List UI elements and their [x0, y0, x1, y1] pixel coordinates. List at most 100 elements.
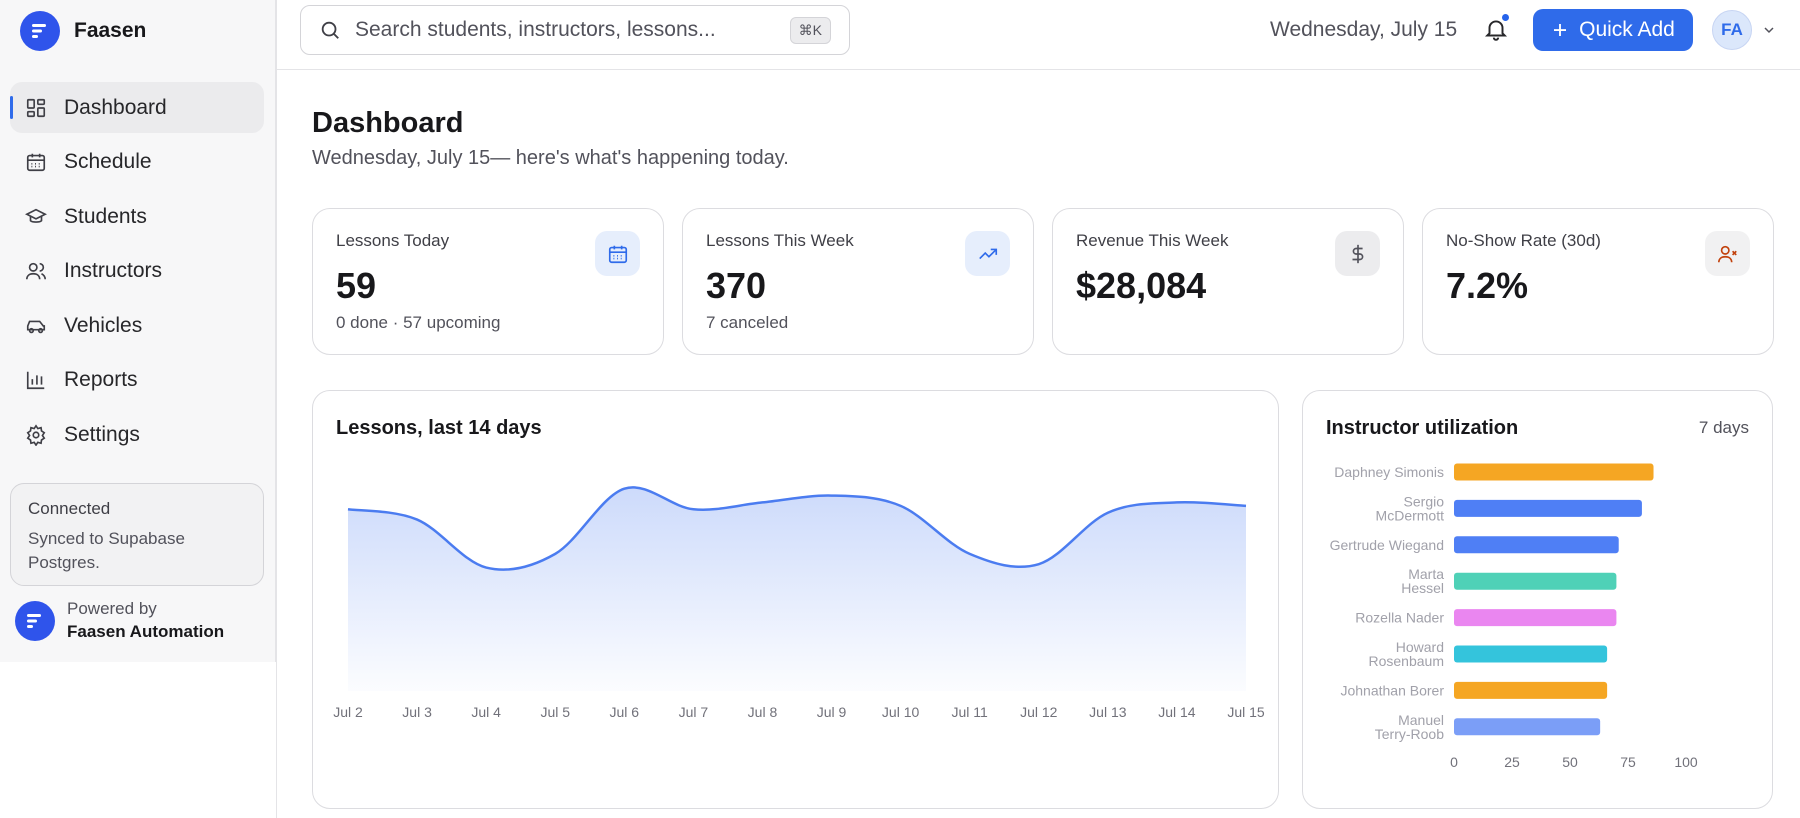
utilization-bar[interactable]	[1454, 463, 1654, 481]
users-icon	[24, 259, 48, 283]
utilization-bar[interactable]	[1454, 609, 1617, 627]
sidebar-item-schedule[interactable]: Schedule	[10, 137, 264, 188]
lessons-data-point[interactable]	[825, 489, 839, 503]
lessons-data-point[interactable]	[341, 502, 355, 516]
x-tick-label: 50	[1562, 754, 1578, 770]
x-tick-label: Jul 13	[1089, 704, 1127, 720]
lessons-data-point[interactable]	[548, 547, 562, 561]
powered-by-label: Powered by	[67, 599, 157, 618]
y-tick-label: Hessel	[1401, 580, 1444, 596]
bell-icon	[1484, 20, 1508, 41]
sidebar: Faasen Dashboard Schedule Students Instr…	[0, 0, 276, 662]
utilization-bar[interactable]	[1454, 645, 1608, 663]
quick-add-label: Quick Add	[1579, 18, 1675, 41]
sidebar-item-dashboard[interactable]: Dashboard	[10, 82, 264, 133]
lessons-data-point[interactable]	[755, 495, 769, 509]
x-tick-label: Jul 12	[1020, 704, 1058, 720]
search-box[interactable]: Search students, instructors, lessons...…	[300, 5, 850, 55]
powered-by[interactable]: Powered by Faasen Automation	[15, 599, 224, 642]
lessons-data-point[interactable]	[1032, 557, 1046, 571]
y-tick-label: Terry-Roob	[1375, 726, 1444, 742]
lessons-data-point[interactable]	[479, 561, 493, 575]
lessons-data-point[interactable]	[894, 499, 908, 513]
lessons-data-point[interactable]	[963, 547, 977, 561]
utilization-bar[interactable]	[1454, 572, 1617, 590]
stat-label: No-Show Rate (30d)	[1446, 231, 1601, 250]
faasen-logo-icon	[15, 600, 55, 641]
utilization-bar[interactable]	[1454, 536, 1619, 554]
x-tick-label: 25	[1504, 754, 1520, 770]
sidebar-item-label: Reports	[64, 368, 138, 391]
sidebar-item-instructors[interactable]: Instructors	[10, 246, 264, 297]
utilization-chart-panel: Instructor utilization 7 days Daphney Si…	[1302, 390, 1773, 809]
dashboard-icon	[24, 96, 48, 120]
car-icon	[24, 314, 48, 338]
lessons-data-point[interactable]	[410, 513, 424, 527]
x-tick-label: Jul 6	[610, 704, 640, 720]
sidebar-item-students[interactable]: Students	[10, 191, 264, 242]
sidebar-item-label: Schedule	[64, 150, 152, 173]
powered-by-company: Faasen Automation	[67, 622, 225, 641]
lessons-chart-panel: Lessons, last 14 days Jul 2 Jul 3 Jul 4 Jul…	[312, 390, 1279, 809]
stat-card-revenue-this-week[interactable]: Revenue This Week $28,084	[1052, 208, 1404, 355]
x-tick-label: Jul 7	[679, 704, 709, 720]
sidebar-item-label: Vehicles	[64, 313, 143, 337]
y-tick-label: Daphney Simonis	[1334, 464, 1444, 480]
x-tick-label: Jul 5	[540, 704, 570, 720]
x-tick-label: Jul 14	[1158, 704, 1196, 720]
x-tick-label: Jul 8	[748, 704, 778, 720]
calendar-icon	[595, 231, 640, 276]
stat-value: 7.2%	[1446, 265, 1529, 306]
stat-value: 59	[336, 265, 377, 306]
stat-card-lessons-this-week[interactable]: Lessons This Week 370 7 canceled	[682, 208, 1034, 355]
plus-icon	[1554, 24, 1567, 36]
lessons-data-point[interactable]	[1101, 506, 1115, 520]
brand-name: Faasen	[74, 19, 147, 42]
avatar[interactable]: FA	[1712, 10, 1752, 50]
x-tick-label: 75	[1620, 754, 1636, 770]
y-tick-label: Howard	[1396, 639, 1444, 655]
utilization-bar[interactable]	[1454, 718, 1601, 736]
sidebar-item-label: Dashboard	[64, 95, 167, 119]
search-input[interactable]: Search students, instructors, lessons...	[355, 18, 716, 41]
x-tick-label: 0	[1450, 754, 1458, 770]
lessons-series-line	[347, 486, 1247, 571]
page-subtitle: Wednesday, July 15— here's what's happen…	[312, 147, 789, 169]
chevron-down-icon[interactable]	[1761, 22, 1777, 38]
y-tick-label: Marta	[1408, 566, 1444, 582]
lessons-area-fill	[348, 487, 1246, 691]
page-title: Dashboard	[312, 107, 464, 139]
x-tick-label: Jul 11	[952, 704, 989, 720]
x-tick-label: Jul 10	[882, 704, 920, 720]
utilization-bar[interactable]	[1454, 499, 1642, 517]
graduation-cap-icon	[24, 205, 48, 229]
lessons-data-point[interactable]	[1170, 495, 1184, 509]
x-tick-label: 100	[1674, 754, 1698, 770]
sidebar-item-reports[interactable]: Reports	[10, 355, 264, 406]
lessons-data-point[interactable]	[617, 482, 631, 496]
faasen-logo-icon	[20, 11, 60, 51]
stat-card-no-show-rate[interactable]: No-Show Rate (30d) 7.2%	[1422, 208, 1774, 355]
x-tick-label: Jul 4	[471, 704, 501, 720]
brand[interactable]: Faasen	[20, 10, 146, 52]
quick-add-button[interactable]: Quick Add	[1533, 9, 1693, 51]
connection-status-text: Synced to Supabase Postgres.	[28, 529, 185, 572]
stat-sub: 0 done · 57 upcoming	[336, 313, 501, 332]
notification-dot	[1501, 13, 1510, 22]
stat-card-lessons-today[interactable]: Lessons Today 59 0 done · 57 upcoming	[312, 208, 664, 355]
y-tick-label: Sergio	[1404, 493, 1445, 509]
sidebar-item-settings[interactable]: Settings	[10, 409, 264, 460]
sidebar-item-label: Instructors	[64, 259, 163, 282]
sidebar-item-vehicles[interactable]: Vehicles	[10, 300, 264, 351]
calendar-icon	[24, 150, 48, 174]
notifications-button[interactable]	[1483, 13, 1511, 44]
utilization-bar[interactable]	[1454, 681, 1608, 699]
stat-label: Lessons This Week	[706, 231, 854, 250]
lessons-data-point[interactable]	[1239, 499, 1253, 513]
y-tick-label: Manuel	[1398, 712, 1444, 728]
utilization-period[interactable]: 7 days	[1698, 418, 1749, 437]
y-tick-label: Gertrude Wiegand	[1330, 537, 1444, 553]
sidebar-item-label: Settings	[64, 422, 140, 446]
lessons-data-point[interactable]	[686, 502, 700, 516]
